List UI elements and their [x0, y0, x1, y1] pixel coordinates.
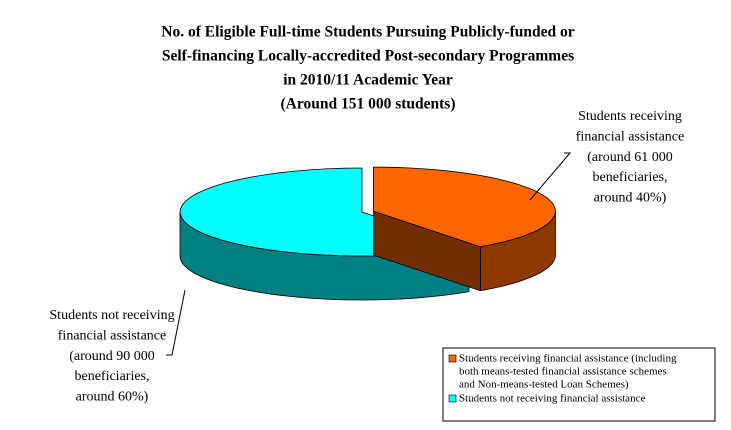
legend-label: and Non-means-tested Loan Schemes): [459, 379, 629, 391]
leader-line: [529, 152, 572, 201]
chart-title: in 2010/11 Academic Year: [283, 72, 453, 89]
legend-swatch: [448, 394, 457, 403]
data-label: financial assistance: [58, 329, 166, 344]
chart-title: (Around 151 000 students): [281, 96, 456, 113]
legend-label: Students receiving financial assistance …: [459, 353, 677, 365]
data-label: (around 90 000: [69, 349, 155, 364]
data-label: (around 61 000: [587, 150, 673, 165]
pie: [179, 166, 556, 301]
pie-slice: [373, 166, 556, 248]
data-label: financial assistance: [576, 130, 684, 145]
legend-swatch: [448, 354, 457, 363]
data-label: around 40%): [594, 190, 667, 205]
data-label: beneficiaries,: [74, 369, 149, 384]
data-label: beneficiaries,: [592, 170, 667, 185]
data-label: Students receiving: [578, 109, 682, 124]
leader-line: [166, 289, 186, 356]
legend-label: Students not receiving financial assista…: [459, 393, 645, 405]
chart-title: No. of Eligible Full-time Students Pursu…: [161, 24, 574, 41]
chart-title: Self-financing Locally-accredited Post-s…: [162, 48, 574, 65]
legend-box: [442, 347, 716, 422]
legend-label: both means-tested financial assistance s…: [459, 366, 667, 378]
data-label: around 60%): [76, 389, 149, 404]
data-label: Students not receiving: [49, 308, 174, 323]
